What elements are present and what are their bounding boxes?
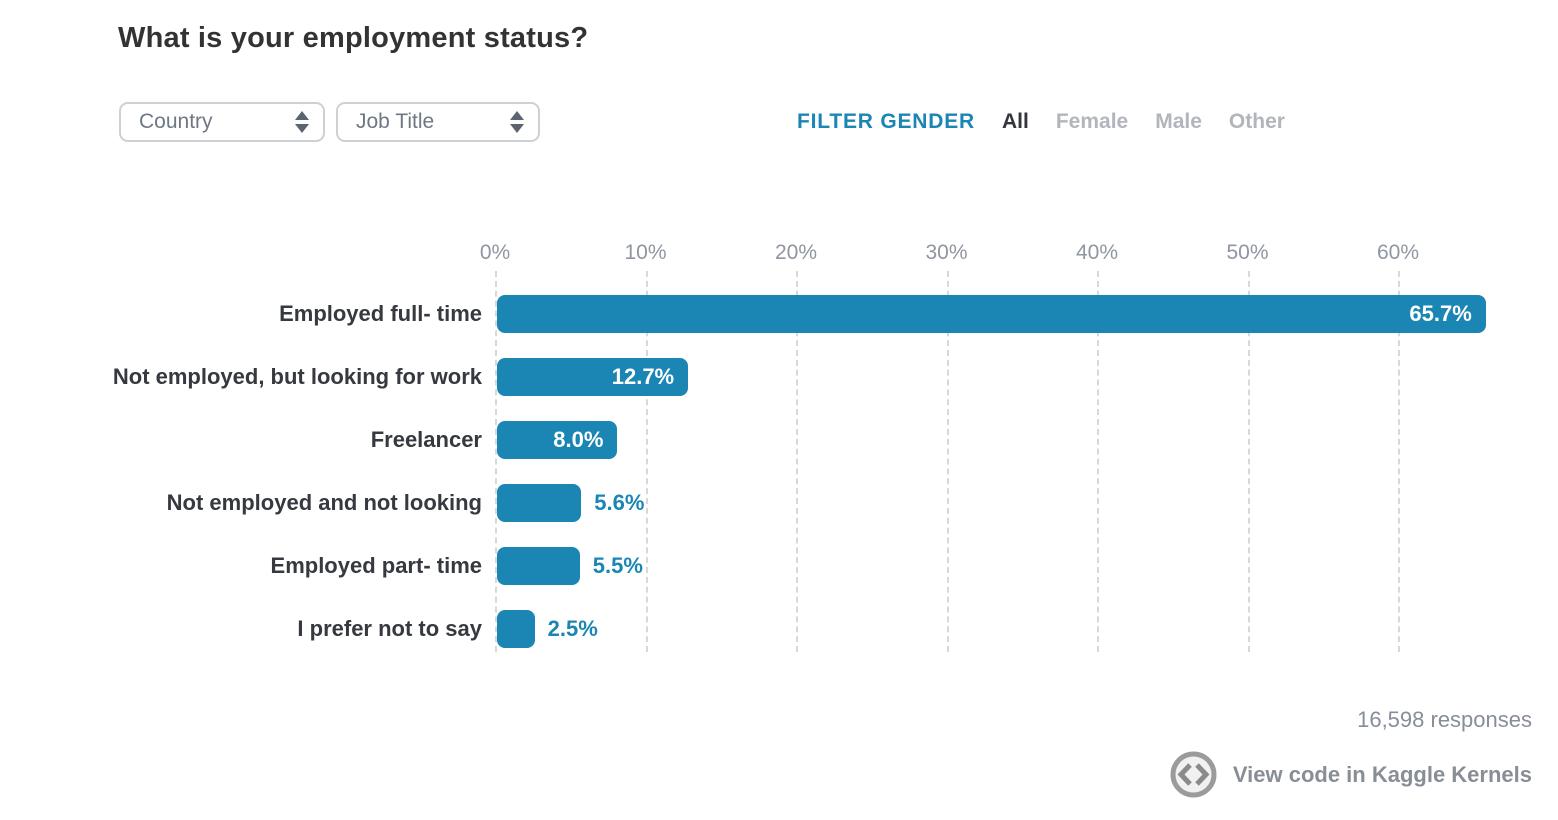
gridline-0%	[495, 271, 497, 652]
page-title: What is your employment status?	[118, 22, 589, 54]
gender-option-female[interactable]: Female	[1055, 110, 1129, 133]
country-dropdown-value: Country	[139, 110, 213, 133]
gridline-10%	[645, 271, 648, 652]
gridline-40%	[1097, 271, 1099, 652]
bar-value-label: 8.0%	[553, 427, 604, 452]
gridline-30%	[946, 271, 949, 652]
bar	[497, 421, 618, 459]
bar	[497, 295, 1486, 333]
gridline-50%	[1247, 271, 1250, 652]
category-label: I prefer not to say	[297, 616, 482, 641]
gender-option-other[interactable]: Other	[1228, 110, 1285, 133]
x-axis-tick-label: 50%	[1226, 241, 1269, 264]
x-axis-tick-label: 30%	[925, 241, 968, 264]
category-label: Employed part- time	[270, 553, 482, 578]
country-dropdown[interactable]: Country	[119, 102, 325, 142]
gender-filter: FILTER GENDER All Female Male Other	[797, 110, 1285, 134]
responses-count: 16,598 responses	[1357, 707, 1532, 732]
bar	[497, 358, 689, 396]
gender-option-male[interactable]: Male	[1155, 110, 1202, 133]
bar	[497, 610, 535, 648]
view-code-label: View code in Kaggle Kernels	[1232, 761, 1532, 787]
x-axis-tick-label: 40%	[1075, 241, 1119, 264]
category-label: Freelancer	[370, 427, 482, 452]
code-circle-icon	[1170, 751, 1217, 798]
bar-value-label: 5.5%	[592, 553, 643, 578]
job-title-dropdown-value: Job Title	[356, 110, 435, 133]
gender-filter-label: FILTER GENDER	[797, 110, 976, 133]
bar-value-label: 65.7%	[1409, 301, 1472, 326]
category-label: Employed full- time	[279, 301, 482, 326]
bar	[497, 484, 582, 522]
view-code-link[interactable]: View code in Kaggle Kernels	[1170, 751, 1532, 798]
category-label: Not employed and not looking	[166, 490, 482, 515]
x-axis-tick-label: 0%	[479, 241, 511, 264]
bar-value-label: 12.7%	[611, 364, 675, 389]
job-title-dropdown[interactable]: Job Title	[336, 102, 540, 142]
bar-value-label: 2.5%	[547, 616, 598, 641]
x-axis-tick-label: 10%	[624, 241, 667, 264]
gridline-60%	[1398, 271, 1400, 652]
up-down-arrows-icon	[510, 111, 524, 133]
gender-option-all[interactable]: All	[1002, 110, 1029, 133]
up-down-arrows-icon	[295, 111, 309, 133]
gridline-20%	[796, 271, 798, 652]
x-axis-tick-label: 60%	[1376, 241, 1420, 264]
category-label: Not employed, but looking for work	[112, 364, 482, 389]
x-axis-tick-label: 20%	[774, 241, 818, 264]
bar-value-label: 5.6%	[594, 490, 645, 515]
bar	[497, 547, 580, 585]
